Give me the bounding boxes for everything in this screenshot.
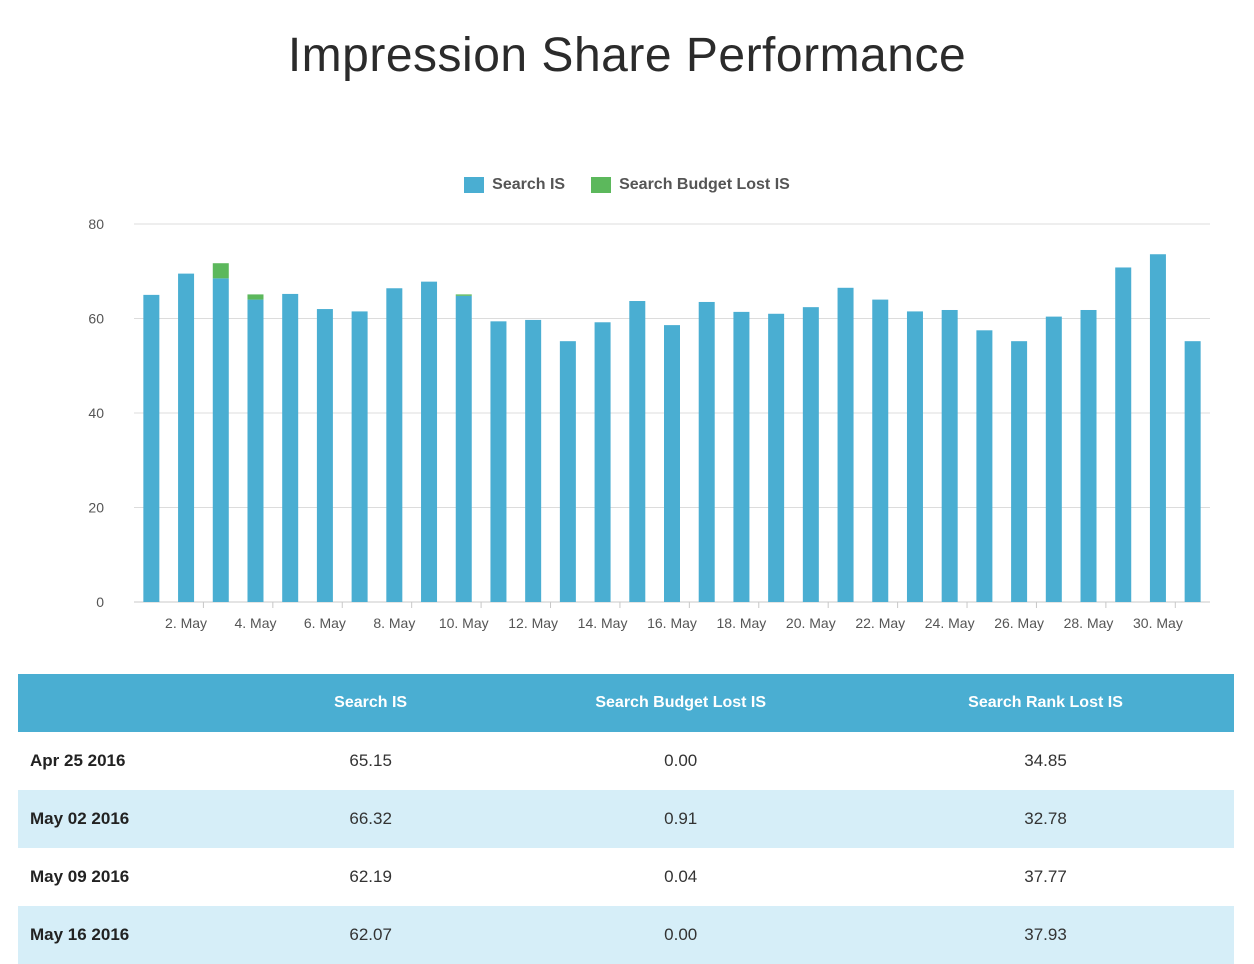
bar-search-is[interactable] [316, 309, 333, 602]
bar-search-is[interactable] [386, 288, 403, 602]
x-tick-label: 12. May [508, 615, 558, 631]
legend-item-search-is[interactable]: Search IS [464, 176, 565, 194]
table-cell-rank-lost: 32.78 [857, 790, 1234, 848]
x-tick-label: 22. May [855, 615, 905, 631]
bar-search-is[interactable] [559, 341, 576, 602]
legend-swatch-search-is [464, 177, 485, 193]
x-tick-label: 2. May [165, 615, 207, 631]
x-tick-label: 14. May [578, 615, 628, 631]
bar-search-is[interactable] [1011, 341, 1028, 602]
table-row: May 09 2016 62.19 0.04 37.77 [18, 848, 1234, 906]
legend-swatch-budget-lost [591, 177, 612, 193]
bar-budget-lost[interactable] [455, 294, 472, 296]
table-cell-rank-lost: 37.77 [1024, 867, 1067, 886]
table-cell-date: May 02 2016 [18, 790, 237, 848]
table-cell-date: May 09 2016 [30, 867, 130, 886]
bar-search-is[interactable] [1184, 341, 1201, 602]
bar-chart: 0 20 40 60 80 2. May 4. May 6. May 8. May 10. May… [88, 216, 1210, 631]
table-cell-date: May 16 2016 [18, 906, 237, 964]
x-tick-label: 18. May [717, 615, 767, 631]
bar-budget-lost[interactable] [247, 294, 264, 300]
table-row: May 16 2016 62.07 0.00 37.93 [18, 906, 1234, 964]
bar-search-is[interactable] [698, 301, 715, 602]
x-tick-label: 6. May [304, 615, 346, 631]
y-tick-label: 0 [96, 594, 104, 610]
bar-search-is[interactable] [421, 281, 438, 602]
table-cell-search-is: 62.19 [349, 867, 392, 886]
x-tick-label: 24. May [925, 615, 975, 631]
bar-search-is[interactable] [351, 311, 368, 602]
x-tick-label: 20. May [786, 615, 836, 631]
x-tick-label: 30. May [1133, 615, 1183, 631]
bar-search-is[interactable] [1149, 254, 1166, 603]
bar-search-is[interactable] [1045, 316, 1062, 602]
y-tick-label: 60 [88, 311, 104, 327]
bar-search-is[interactable] [212, 278, 229, 602]
table-cell-search-is: 66.32 [236, 790, 505, 848]
table-header-budget-lost[interactable]: Search Budget Lost IS [504, 674, 858, 732]
table-row: Apr 25 2016 65.15 0.00 34.85 [18, 732, 1234, 790]
x-tick-label: 26. May [994, 615, 1044, 631]
bar-search-is[interactable] [664, 325, 680, 602]
table-row: May 02 2016 66.32 0.91 32.78 [18, 790, 1234, 848]
legend-item-budget-lost[interactable]: Search Budget Lost IS [591, 176, 790, 194]
bar-search-is[interactable] [941, 309, 958, 602]
table-cell-search-is: 62.07 [236, 906, 505, 964]
table-cell-rank-lost: 37.93 [857, 906, 1234, 964]
bar-search-is[interactable] [490, 321, 507, 602]
table-cell-budget-lost: 0.00 [504, 906, 858, 964]
bar-search-is[interactable] [1115, 267, 1132, 602]
data-table-wrapper: Search IS Search Budget Lost IS Search R… [18, 674, 1234, 964]
table-cell-search-is: 65.15 [349, 751, 392, 770]
axis-labels: 0 20 40 60 80 2. May 4. May 6. May 8. May 10. May… [88, 216, 1182, 631]
table-header-rank-lost[interactable]: Search Rank Lost IS [857, 674, 1234, 732]
x-tick-label: 10. May [439, 615, 489, 631]
table-header-row: Search IS Search Budget Lost IS Search R… [18, 674, 1234, 732]
bar-search-is[interactable] [455, 295, 472, 602]
bar-budget-lost[interactable] [212, 263, 229, 279]
bar-search-is[interactable] [976, 330, 993, 602]
bar-search-is[interactable] [525, 319, 542, 602]
bar-search-is[interactable] [143, 294, 160, 602]
y-tick-label: 80 [88, 216, 104, 232]
x-tick-label: 28. May [1064, 615, 1114, 631]
bar-search-is[interactable] [594, 322, 611, 602]
table-cell-rank-lost: 34.85 [1024, 751, 1067, 770]
page-title: Impression Share Performance [287, 29, 967, 82]
table-cell-budget-lost: 0.04 [664, 867, 698, 886]
x-tick-label: 16. May [647, 615, 697, 631]
table-header-date [18, 674, 237, 732]
table-header-search-is[interactable]: Search IS [236, 674, 505, 732]
bar-search-is[interactable] [768, 313, 785, 602]
bar-search-is[interactable] [629, 301, 646, 602]
bar-search-is[interactable] [178, 273, 195, 602]
legend-label-search-is: Search IS [492, 176, 566, 193]
legend-label-budget-lost: Search Budget Lost IS [619, 176, 790, 193]
table-cell-budget-lost: 0.00 [664, 751, 698, 770]
table-cell-date: Apr 25 2016 [30, 751, 126, 770]
bar-layer [143, 254, 1201, 603]
x-tick-label: 8. May [373, 615, 415, 631]
data-table: Search IS Search Budget Lost IS Search R… [18, 674, 1234, 964]
bar-search-is[interactable] [282, 293, 299, 602]
x-tick-label: 4. May [234, 615, 276, 631]
bar-search-is[interactable] [906, 311, 923, 602]
chart-legend: Search IS Search Budget Lost IS [0, 176, 1254, 194]
bar-search-is[interactable] [1080, 309, 1097, 602]
table-cell-budget-lost: 0.91 [504, 790, 858, 848]
bar-search-is[interactable] [837, 287, 854, 602]
bar-search-is[interactable] [247, 299, 264, 602]
bar-search-is[interactable] [802, 307, 819, 602]
y-tick-label: 40 [88, 405, 104, 421]
bar-search-is[interactable] [872, 299, 889, 602]
bar-search-is[interactable] [733, 311, 750, 602]
y-tick-label: 20 [88, 500, 104, 516]
